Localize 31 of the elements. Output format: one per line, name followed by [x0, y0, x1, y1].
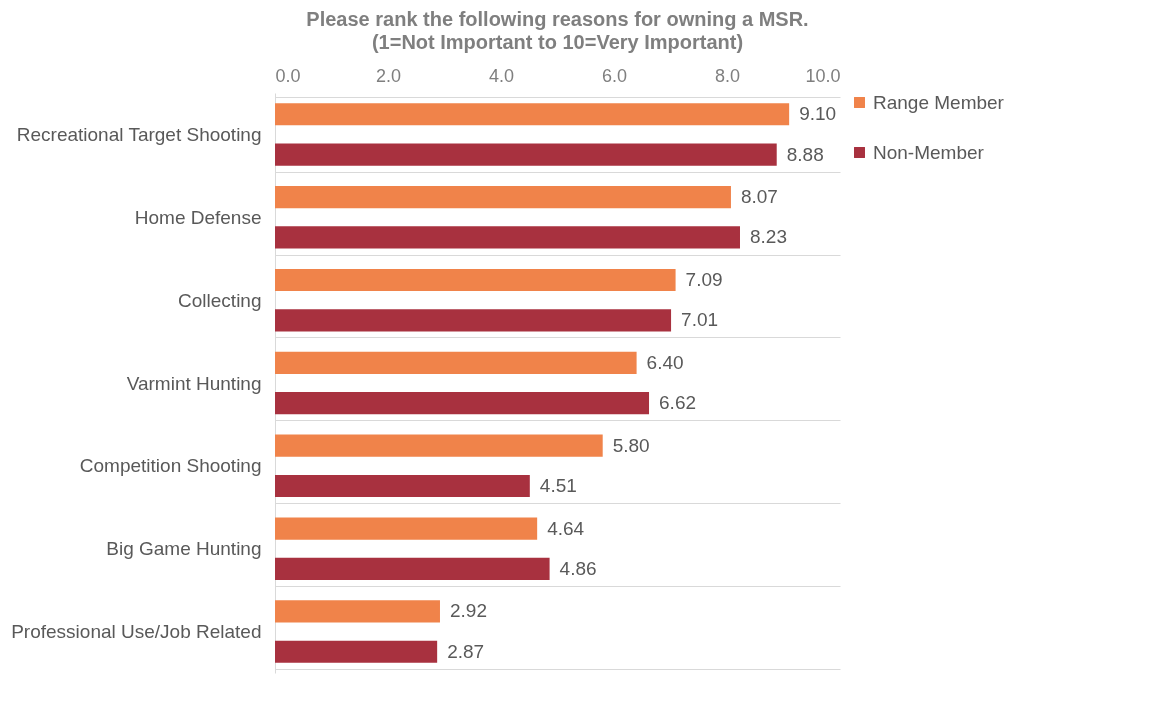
- x-tick-label: 2.0: [375, 65, 402, 86]
- data-label: 4.64: [547, 517, 585, 539]
- data-label: 5.80: [612, 434, 650, 456]
- data-label: 8.88: [786, 143, 824, 165]
- data-label: 6.40: [646, 351, 684, 373]
- y-tick-label: Professional Use/Job Related: [11, 621, 262, 643]
- legend-label: Non-Member: [873, 141, 985, 163]
- data-label: 7.09: [685, 268, 723, 290]
- data-label: 4.86: [559, 557, 597, 579]
- legend-label: Range Member: [873, 91, 1005, 113]
- data-label: 8.07: [740, 186, 778, 208]
- x-tick-label: 4.0: [488, 65, 515, 86]
- y-tick-label: Home Defense: [134, 206, 262, 228]
- chart-title: Please rank the following reasons for owning a MSR.: [306, 8, 809, 30]
- data-label: 2.87: [447, 640, 485, 662]
- chart-subtitle: (1=Not Important to 10=Very Important): [371, 31, 744, 53]
- data-label: 6.62: [659, 392, 697, 414]
- y-tick-label: Varmint Hunting: [126, 372, 262, 394]
- x-tick-label: 10.0: [805, 65, 841, 86]
- x-tick-label: 0.0: [275, 65, 301, 86]
- y-tick-label: Recreational Target Shooting: [16, 123, 262, 145]
- data-label: 8.23: [749, 226, 787, 248]
- data-label: 2.92: [449, 600, 487, 622]
- y-tick-label: Competition Shooting: [79, 455, 262, 477]
- data-label: 9.10: [799, 103, 837, 125]
- data-label: 4.51: [539, 475, 577, 497]
- y-tick-label: Collecting: [178, 289, 262, 311]
- data-label: 7.01: [681, 309, 719, 331]
- x-tick-label: 8.0: [714, 65, 741, 86]
- y-tick-label: Big Game Hunting: [106, 538, 262, 560]
- x-tick-label: 6.0: [601, 65, 628, 86]
